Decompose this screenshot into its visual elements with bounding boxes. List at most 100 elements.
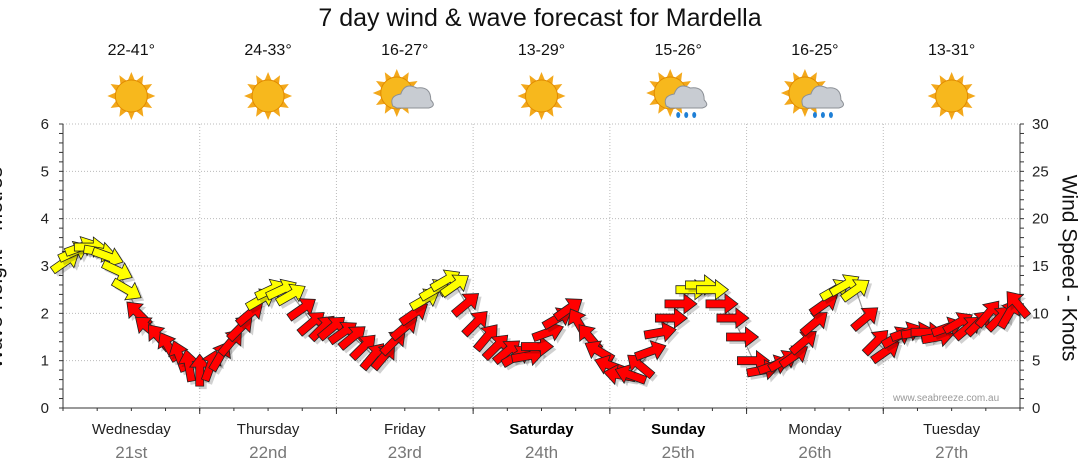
sun-ray: [658, 104, 666, 114]
day-temperature: 13-31°: [927, 42, 976, 59]
sun-ray: [649, 81, 659, 89]
rain-drop: [684, 112, 689, 118]
sunny-icon: [107, 72, 156, 120]
sun-ray: [520, 100, 530, 108]
sun-ray: [110, 84, 120, 92]
day-date-label: 23rd: [387, 443, 422, 462]
sun-ray: [666, 108, 674, 117]
sun-ray: [272, 75, 281, 85]
wind-arrow: [450, 293, 480, 318]
sun-ray: [784, 97, 794, 105]
wind-arrow: [850, 307, 879, 332]
wind-arrow: [643, 321, 677, 343]
sun-disc: [935, 79, 969, 113]
sun-ray: [136, 107, 144, 117]
sun-ray: [143, 100, 153, 108]
wind-arrow: [695, 278, 730, 301]
day-of-week-label: Friday: [383, 421, 426, 438]
y-left-tick-label: 6: [41, 116, 49, 133]
wind-arrow: [286, 298, 316, 322]
wind-arrow: [839, 279, 870, 303]
sun-ray: [948, 72, 956, 81]
day-of-week-label: Monday: [788, 421, 842, 438]
day-temperature: 16-25°: [791, 42, 839, 59]
day-temperature: 15-26°: [654, 42, 702, 59]
sun-ray: [674, 72, 683, 82]
wind-arrow: [472, 324, 498, 353]
wind-arrow: [726, 326, 760, 348]
day-date-label: 27th: [935, 443, 969, 462]
day-temperature: 22-41°: [107, 42, 155, 59]
sun-ray: [384, 72, 393, 82]
sun-ray: [517, 92, 526, 100]
day-of-week-label: Tuesday: [923, 421, 981, 438]
sun-ray: [801, 108, 809, 117]
sun-ray: [408, 81, 418, 89]
sun-ray: [681, 81, 691, 89]
sunny-icon: [244, 72, 293, 120]
sun-disc: [525, 79, 558, 113]
chart-title: 7 day wind & wave forecast for Mardella: [318, 4, 762, 32]
y-right-tick-label: 10: [1032, 305, 1049, 322]
sun-ray: [658, 72, 666, 82]
y-right-tick-label: 5: [1032, 353, 1040, 370]
sun-ray: [136, 75, 144, 85]
sun-ray: [930, 100, 940, 108]
day-date-label: 24th: [524, 443, 559, 462]
sun-ray: [119, 107, 127, 117]
sun-disc: [251, 79, 285, 113]
sun-ray: [393, 108, 401, 117]
sun-ray: [264, 72, 272, 81]
sun-ray: [538, 72, 545, 81]
sun-ray: [784, 81, 794, 89]
sunny-icon: [517, 72, 566, 120]
y-right-tick-label: 20: [1032, 211, 1049, 228]
sun-ray: [256, 107, 264, 117]
day-date-label: 21st: [115, 443, 148, 462]
sun-ray: [146, 92, 156, 100]
sun-ray: [376, 97, 386, 105]
day-date-label: 26th: [798, 443, 832, 462]
sun-disc: [114, 79, 148, 113]
wind-arrow: [100, 259, 133, 282]
wind-arrow: [633, 340, 667, 361]
sun-ray: [372, 89, 382, 97]
day-temperature: 16-27°: [381, 42, 429, 59]
sun-ray: [780, 89, 790, 97]
sun-ray: [283, 92, 293, 100]
wind-arrow: [274, 283, 306, 307]
sun-ray: [529, 75, 537, 85]
wind-arrow: [614, 363, 648, 385]
y-right-tick-label: 25: [1032, 163, 1049, 180]
sun-ray: [143, 84, 153, 92]
rain-drop: [692, 112, 697, 118]
wind-arrow: [188, 353, 211, 387]
sun-ray: [948, 111, 956, 120]
day-temperature: 13-29°: [517, 42, 566, 59]
sun-ray: [384, 104, 393, 114]
sun-ray: [956, 75, 964, 85]
sun-ray: [801, 69, 809, 78]
cloud-shape: [391, 85, 434, 109]
sun-ray: [649, 97, 659, 105]
wind-arrow: [705, 293, 739, 315]
sun-ray: [520, 84, 530, 92]
wind-arrow: [552, 298, 583, 322]
wind-arrow: [461, 311, 488, 338]
sun-ray: [119, 75, 127, 85]
sun-ray: [247, 84, 257, 92]
day-of-week-label: Sunday: [651, 421, 706, 438]
y-left-tick-label: 2: [41, 305, 49, 322]
sun-ray: [244, 92, 253, 100]
y-left-tick-label: 1: [41, 353, 49, 370]
wind-arrow: [177, 348, 199, 383]
rain-drop: [828, 112, 833, 118]
wind-arrow: [91, 246, 124, 268]
sun-ray: [529, 107, 537, 117]
sun-ray: [963, 100, 973, 108]
rain-drop: [812, 112, 817, 118]
sun-ray: [963, 84, 973, 92]
sun-ray: [538, 111, 545, 120]
wind-arrow: [439, 274, 470, 298]
